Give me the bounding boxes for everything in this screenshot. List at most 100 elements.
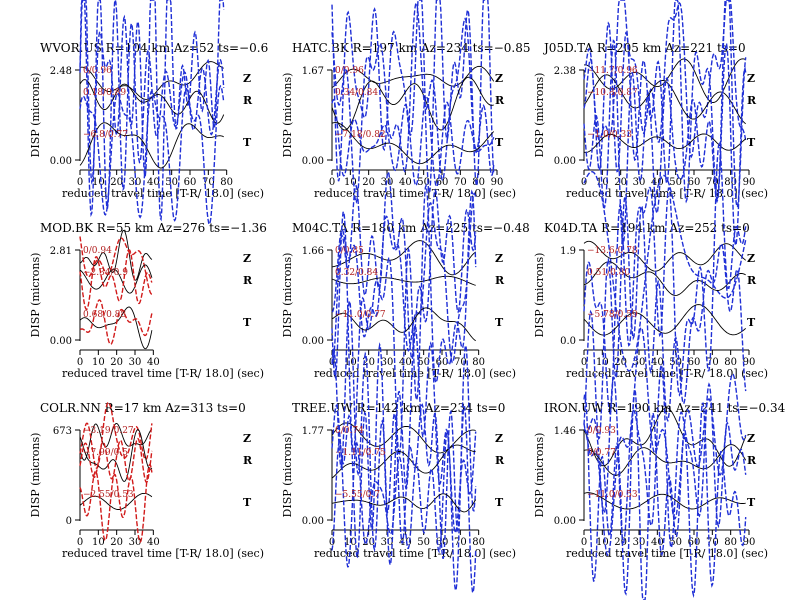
x-tick-label: 30 — [129, 177, 142, 188]
observed-trace-t — [331, 122, 495, 165]
observed-trace-t — [79, 306, 153, 350]
synthetic-trace-t — [583, 389, 747, 600]
component-label: Z — [747, 432, 755, 445]
station-panel: K04D.TA R=194 km Az=252 ts=0 1.9 0.0 DISP (… — [533, 141, 768, 441]
observed-trace-t — [79, 122, 224, 169]
x-tick-label: 40 — [147, 357, 160, 368]
x-axis-label: reduced travel time [T-R/ 18.0] (sec) — [566, 367, 768, 380]
component-label: T — [495, 496, 504, 509]
x-tick-label: 20 — [110, 537, 123, 548]
y-tick-label: 1.67 — [302, 66, 324, 77]
observed-trace-z — [331, 65, 495, 89]
x-tick-label: 50 — [165, 177, 178, 188]
x-tick-label: 80 — [220, 177, 233, 188]
synthetic-trace-t — [331, 405, 477, 595]
x-tick-label: 10 — [596, 177, 609, 188]
synthetic-trace-z — [583, 170, 747, 372]
station-panel: COLR.NN R=17 km Az=313 ts=0 673 0 DISP (mic… — [29, 401, 264, 560]
observed-trace-z — [331, 422, 476, 454]
y-axis-label: DISP (microns) — [533, 433, 546, 518]
x-tick-label: 40 — [399, 357, 412, 368]
synthetic-trace-t — [331, 183, 477, 458]
synthetic-trace-z — [331, 170, 477, 365]
component-label: Z — [243, 72, 251, 85]
component-label: Z — [495, 252, 503, 265]
x-tick-label: 0 — [77, 357, 83, 368]
observed-trace-t — [79, 492, 153, 510]
observed-trace-z — [79, 423, 153, 461]
x-tick-label: 70 — [706, 177, 719, 188]
station-panel: WVOR.US R=104 km Az=52 ts=−0.6 2.48 0.00 DI… — [29, 0, 268, 226]
x-tick-label: 20 — [614, 357, 627, 368]
x-tick-label: 40 — [651, 357, 664, 368]
y-tick-label: 0.0 — [560, 336, 576, 347]
trace-annotation: 0.34/0.84 — [335, 88, 378, 98]
x-tick-label: 0 — [329, 537, 335, 548]
trace-annotation: −11.7/0.96 — [587, 66, 638, 76]
component-label: T — [747, 496, 756, 509]
observed-trace-z — [583, 407, 747, 467]
trace-annotation: −7.99/0.5 — [83, 448, 128, 458]
station-panel: J05D.TA R=205 km Az=221 ts=0 2.38 0.00 DISP… — [533, 0, 768, 248]
synthetic-trace-r — [79, 0, 225, 218]
x-tick-label: 30 — [633, 357, 646, 368]
x-tick-label: 70 — [454, 357, 467, 368]
x-axis-label: reduced travel time [T-R/ 18.0] (sec) — [62, 547, 264, 560]
station-title: COLR.NN R=17 km Az=313 ts=0 — [40, 401, 246, 415]
x-axis-label: reduced travel time [T-R/ 18.0] (sec) — [566, 187, 768, 200]
x-tick-label: 10 — [596, 357, 609, 368]
x-tick-label: 0 — [77, 177, 83, 188]
y-axis-label: DISP (microns) — [29, 73, 42, 158]
component-label: R — [747, 94, 757, 107]
trace-annotation: −5.78/0.59 — [587, 310, 638, 320]
trace-annotation: −5.55/0.7 — [335, 490, 380, 500]
station-panel: HATC.BK R=197 km Az=234 ts=−0.85 1.67 0.00… — [281, 0, 531, 204]
component-label: T — [747, 316, 756, 329]
synthetic-trace-r — [79, 249, 153, 311]
trace-annotation: 0/0.96 — [335, 66, 364, 76]
trace-annotation: 0.68/0.88 — [83, 310, 126, 320]
y-tick-label: 1.46 — [554, 426, 576, 437]
trace-annotation: 0.32/0.84 — [335, 268, 378, 278]
component-label: R — [243, 94, 253, 107]
y-tick-label: 673 — [53, 426, 72, 437]
x-tick-label: 30 — [381, 357, 394, 368]
trace-annotation: −3.19/0.27 — [83, 426, 134, 436]
x-tick-label: 10 — [92, 177, 105, 188]
station-title: J05D.TA R=205 km Az=221 ts=0 — [542, 41, 746, 55]
synthetic-trace-r — [583, 0, 747, 209]
station-title: HATC.BK R=197 km Az=234 ts=−0.85 — [292, 41, 531, 55]
trace-annotation: 0/0.74 — [335, 426, 364, 436]
x-tick-label: 60 — [436, 537, 449, 548]
x-tick-label: 70 — [706, 357, 719, 368]
component-label: R — [243, 454, 253, 467]
trace-annotation: 0.51/0.80 — [587, 268, 630, 278]
x-tick-label: 20 — [110, 177, 123, 188]
y-axis-label: DISP (microns) — [281, 433, 294, 518]
trace-annotation: −11.0/0.53 — [587, 490, 638, 500]
synthetic-trace-t — [583, 194, 747, 441]
synthetic-trace-r — [331, 192, 477, 364]
x-tick-label: 40 — [147, 537, 160, 548]
x-tick-label: 70 — [454, 177, 467, 188]
synthetic-trace-r — [583, 362, 747, 549]
station-panel: IRON.UW R=190 km Az=241 ts=−0.341.460.00… — [533, 326, 786, 600]
x-tick-label: 80 — [724, 177, 737, 188]
observed-trace-r — [331, 76, 494, 131]
synthetic-trace-z — [79, 236, 153, 295]
observed-trace-t — [583, 304, 746, 336]
x-tick-label: 70 — [202, 177, 215, 188]
x-tick-label: 0 — [77, 537, 83, 548]
component-label: R — [747, 274, 757, 287]
synthetic-trace-z — [79, 401, 153, 469]
observed-trace-r — [583, 261, 746, 296]
x-tick-label: 60 — [436, 177, 449, 188]
component-label: Z — [495, 432, 503, 445]
x-tick-label: 60 — [688, 357, 701, 368]
x-tick-label: 30 — [129, 357, 142, 368]
trace-annotation: −6.8/0.77 — [83, 130, 128, 140]
y-tick-label: 1.9 — [560, 246, 576, 257]
x-tick-label: 10 — [596, 537, 609, 548]
component-label: Z — [243, 432, 251, 445]
station-title: MOD.BK R=55 km Az=276 ts=−1.36 — [40, 221, 267, 235]
